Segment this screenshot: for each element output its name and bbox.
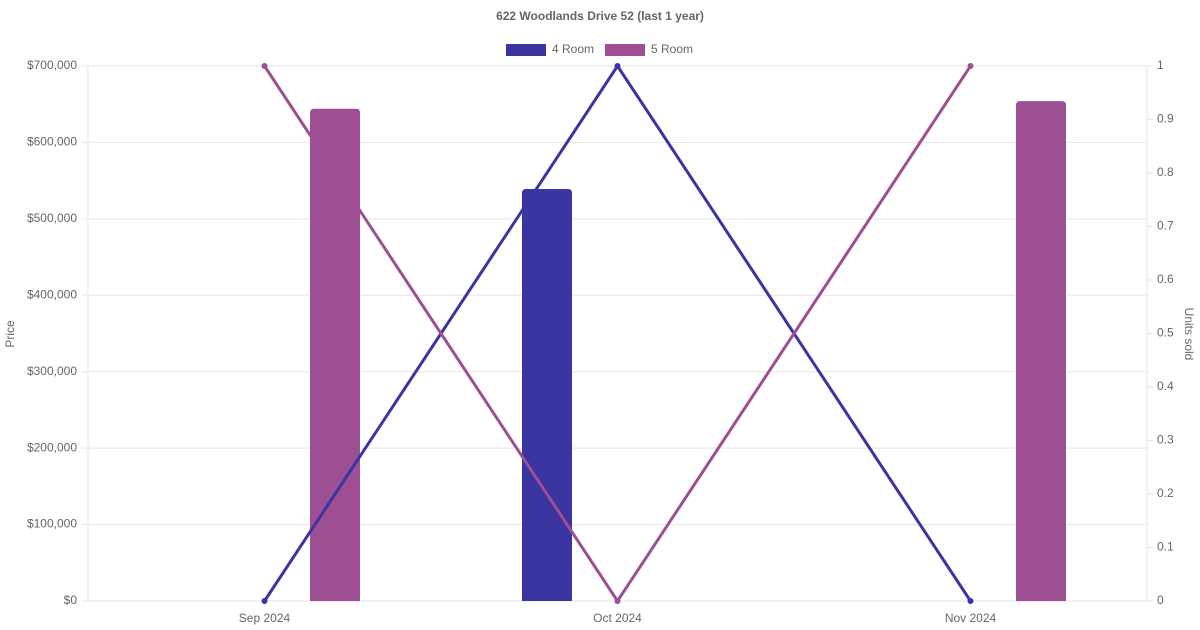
y2-axis-title: Units sold (1182, 308, 1196, 361)
y-axis-title: Price (3, 320, 17, 348)
y2-tick-label: 0.3 (1157, 433, 1174, 447)
x-tick-label: Sep 2024 (239, 611, 291, 625)
y-tick-label: $400,000 (27, 287, 77, 301)
y-tick-label: $700,000 (27, 58, 77, 72)
bar (1016, 101, 1066, 602)
units-point (614, 63, 621, 69)
units-line (263, 65, 972, 604)
y2-tick-label: 0 (1157, 593, 1164, 607)
y2-tick-label: 0.4 (1157, 379, 1174, 393)
units-point (261, 63, 268, 69)
units-point (967, 598, 974, 604)
bar (310, 108, 360, 602)
y2-tick-label: 0.5 (1157, 326, 1174, 340)
y2-tick-label: 0.2 (1157, 486, 1174, 500)
y2-tick-label: 0.8 (1157, 165, 1174, 179)
legend-label[interactable]: 5 Room (651, 42, 693, 56)
units-line (263, 63, 972, 602)
legend-swatch[interactable] (506, 44, 546, 56)
bar (522, 189, 572, 602)
units-point (967, 63, 974, 69)
y-tick-label: $300,000 (27, 364, 77, 378)
legend-label[interactable]: 4 Room (552, 42, 594, 56)
x-tick-label: Oct 2024 (593, 611, 642, 625)
y-tick-label: $200,000 (27, 440, 77, 454)
y2-tick-label: 0.9 (1157, 112, 1174, 126)
legend-swatch[interactable] (605, 44, 645, 56)
y-tick-label: $500,000 (27, 211, 77, 225)
y2-tick-label: 1 (1157, 58, 1164, 72)
units-point (614, 598, 621, 604)
y2-tick-label: 0.6 (1157, 272, 1174, 286)
y-tick-label: $100,000 (27, 517, 77, 531)
y-tick-label: $0 (64, 593, 78, 607)
chart-title: 622 Woodlands Drive 52 (last 1 year) (496, 9, 704, 23)
units-point (261, 598, 268, 604)
y-tick-label: $600,000 (27, 135, 77, 149)
y2-tick-label: 0.1 (1157, 540, 1174, 554)
x-tick-label: Nov 2024 (945, 611, 997, 625)
y2-tick-label: 0.7 (1157, 219, 1174, 233)
